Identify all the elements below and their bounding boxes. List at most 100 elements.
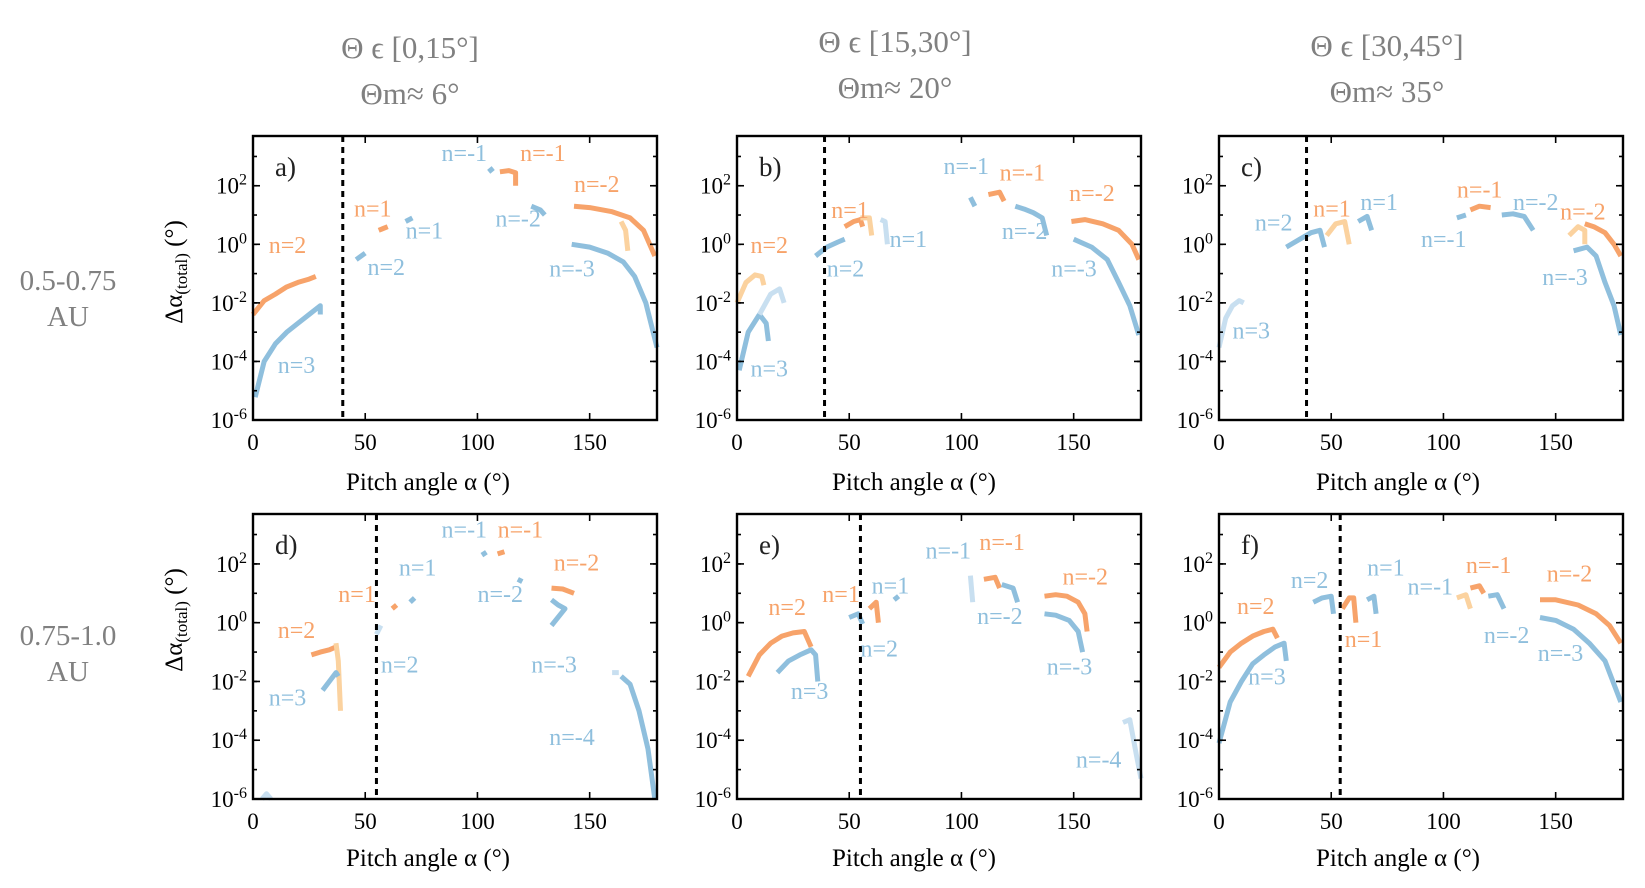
x-tick-label: 0 [247,809,259,834]
annotation-label: n=-4 [1076,747,1122,773]
series-line [1501,211,1536,232]
series-line [310,644,337,658]
annotation-label: n=-2 [574,172,620,198]
series-line [1285,227,1327,250]
panel-letter: a) [275,152,296,182]
row-label-2-line2: AU [47,656,89,688]
annotation-label: n=2 [768,595,806,621]
annotation-label: n=1 [1345,627,1383,653]
column-title-1: Θ ϵ [0,15°] [341,30,479,65]
series-line [843,217,866,229]
series-line [496,549,506,557]
y-tick-label: 102 [700,550,731,577]
annotation-label: n=-1 [926,539,972,565]
series-line [480,550,488,558]
series-line [757,286,787,316]
series-line [1572,244,1624,336]
series-line [879,217,890,245]
series-line [390,603,399,611]
plot-frame [1217,512,1625,801]
y-axis-label-unit: (°) [161,220,188,253]
row-label-1-line1: 0.5-0.75 [20,265,117,297]
x-axis-label-a: Pitch angle α (°) [346,469,510,496]
annotation-label: n=1 [1367,556,1405,582]
y-axis-label-sub: (total) [172,601,191,643]
annotation-label: n=1 [872,573,910,599]
series-line [377,224,389,233]
series-line [1071,217,1142,261]
series-line [1567,224,1588,245]
series-line [404,215,414,224]
y-tick-label: 10-2 [695,667,731,694]
series-line [1014,203,1050,237]
panel-f: 0 50 100 150 10-6 10-4 10-2 100 102 f) n=2 n=3 n=2 n=… [1177,512,1625,834]
y-tick-label: 10-4 [211,726,247,753]
annotation-label: n=2 [367,255,405,281]
series-line [1365,593,1379,615]
series-line [252,303,323,398]
annotation-label: n=3 [269,686,307,712]
annotation-label: n=-1 [1408,575,1454,601]
series-line [551,585,575,596]
series-line [1340,595,1359,623]
y-tick-label: 10-6 [211,406,247,433]
x-tick-label: 100 [460,430,495,455]
x-tick-label: 0 [247,430,259,455]
annotation-label: n=-2 [1513,190,1559,216]
y-tick-label: 10-6 [1177,785,1213,812]
column-titles: Θ ϵ [0,15°] Θm≈ 6° Θ ϵ [15,30°] Θm≈ 20° … [341,24,1463,111]
panel-b: 0 50 100 150 10-6 10-4 10-2 100 102 b) n=2 n=3 n=2 n=… [695,134,1143,455]
annotation-label: n=1 [338,582,376,608]
series-line [1539,615,1624,703]
x-tick-label: 0 [731,430,743,455]
series-line [1324,219,1352,245]
annotation-label: n=-3 [1542,265,1588,291]
y-tick-label: 10-4 [695,726,731,753]
annotation-label: n=-2 [1002,219,1048,245]
panel-letter: d) [275,530,298,560]
annotation-label: n=-2 [1560,200,1606,226]
series-line [860,215,875,236]
y-axis-label-row1: Δα(total) (°) [161,220,191,324]
panel-letter: f) [1241,530,1259,560]
column-subtitle-1: Θm≈ 6° [360,76,459,111]
y-tick-label: 10-2 [211,289,247,316]
x-tick-label: 0 [731,809,743,834]
annotation-label: n=1 [354,196,392,222]
x-tick-label: 50 [1320,430,1343,455]
x-tick-label: 50 [838,809,861,834]
y-tick-label: 100 [1182,230,1213,257]
annotation-label: n=-2 [477,582,523,608]
x-axis-label-f: Pitch angle α (°) [1316,845,1480,872]
y-tick-label: 10-6 [211,785,247,812]
annotation-label: n=2 [860,637,898,663]
y-tick-label: 100 [1182,609,1213,636]
y-tick-label: 100 [700,609,731,636]
x-tick-label: 150 [1538,809,1573,834]
series-line [1001,582,1020,603]
y-axis-label-main: Δα [161,295,188,324]
annotation-label: n=-3 [1051,256,1097,282]
y-tick-label: 10-4 [211,347,247,374]
series-line [1356,213,1374,232]
series-line [408,596,417,605]
y-tick-label: 10-6 [695,785,731,812]
annotation-label: n=-1 [1457,177,1503,203]
x-tick-label: 100 [944,809,979,834]
panel-letter: e) [759,530,780,560]
series-line [867,599,881,623]
y-axis-labels: Δα(total) (°) Δα(total) (°) [161,220,191,672]
annotation-label: n=-1 [1000,161,1046,187]
series-line [487,166,495,174]
x-tick-label: 0 [1213,430,1225,455]
x-tick-label: 150 [572,430,607,455]
y-tick-label: 102 [216,172,247,199]
x-axis-label-b: Pitch angle α (°) [832,469,996,496]
annotation-label: n=-3 [1538,641,1584,667]
annotation-label: n=-1 [442,141,488,167]
x-tick-label: 0 [1213,809,1225,834]
annotation-label: n=-1 [943,154,989,180]
annotation-label: n=3 [791,679,829,705]
